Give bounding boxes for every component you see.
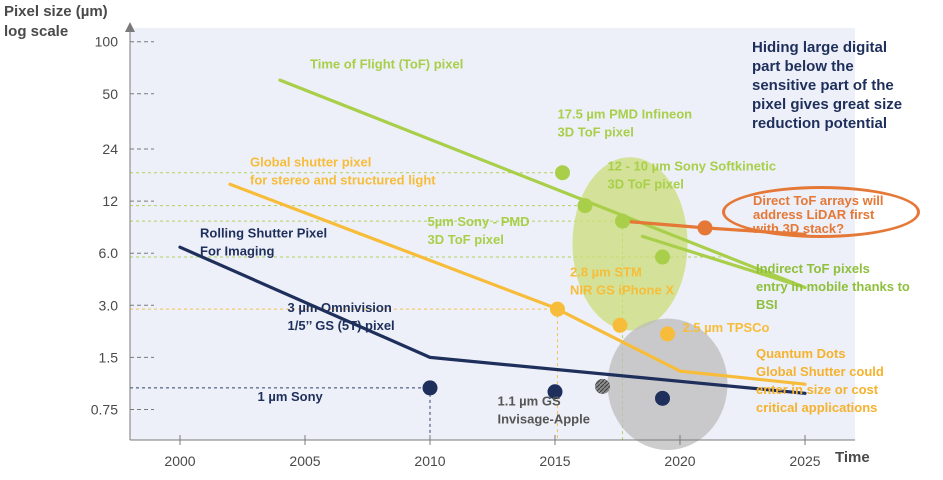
y-axis-title-line: log scale	[4, 23, 69, 40]
note-line: address LiDAR first	[753, 207, 875, 222]
annotation-pmd_infineon: 17.5 µm PMD Infineon 3D ToF pixel	[558, 107, 693, 140]
data-point	[595, 378, 610, 394]
note-direct-tof: Direct ToF arrays will address LiDAR fir…	[722, 186, 920, 238]
y-tick-label: 100	[95, 34, 119, 50]
y-axis-title: Pixel size (µm) log scale	[4, 2, 108, 42]
annotation-global_shutter: Global shutter pixel for stereo and struc…	[250, 155, 436, 188]
series-line-tof_main	[278, 78, 807, 290]
data-point	[422, 380, 438, 396]
data-point	[697, 220, 713, 236]
note-line: Quantum Dots	[756, 346, 846, 361]
data-point	[655, 390, 670, 406]
annotation-omnivision: 3 µm Omnivision 1/5’’ GS (5T) pixel	[288, 300, 395, 333]
note-line: part below the	[752, 58, 854, 75]
data-point	[615, 213, 630, 229]
annotation-line: NIR GS iPhone X	[570, 283, 674, 298]
x-tick-label: 2000	[164, 453, 195, 469]
data-point	[577, 198, 593, 214]
y-tick-label: 6.0	[99, 245, 119, 261]
series-line-global_shutter	[228, 182, 807, 386]
annotation-line: 3D ToF pixel	[608, 177, 684, 192]
annotation-sony_pmd: 5µm Sony - PMD 3D ToF pixel	[428, 214, 530, 247]
note-line: Global Shutter could	[756, 364, 884, 379]
y-tick-label: 24	[102, 141, 118, 157]
y-tick-label: 1.5	[99, 349, 119, 365]
annotation-sony_1um: 1 µm Sony	[258, 389, 324, 404]
annotation-rolling_shutter: Rolling Shutter Pixel For Imaging	[200, 225, 327, 258]
y-tick-label: 12	[102, 193, 118, 209]
note-line: Direct ToF arrays will	[753, 193, 884, 208]
annotation-line: 1 µm Sony	[258, 389, 324, 404]
note-line: BSI	[756, 297, 778, 312]
y-tick-label: 0.75	[91, 402, 118, 418]
x-tick-label: 2005	[289, 453, 320, 469]
annotation-line: 3 µm Omnivision	[288, 300, 392, 315]
note-quantum-dots: Quantum Dots Global Shutter could enter …	[756, 345, 884, 417]
note-hiding-digital-part: Hiding large digital part below the sens…	[752, 38, 902, 133]
x-axis-title: Time	[835, 449, 870, 466]
x-tick-label: 2025	[789, 453, 820, 469]
annotation-line: 2.5 µm TPSCo	[683, 320, 770, 335]
y-tick-label: 3.0	[99, 297, 119, 313]
annotation-line: Global shutter pixel	[250, 155, 371, 170]
annotation-line: 17.5 µm PMD Infineon	[558, 107, 693, 122]
x-tick-label: 2010	[414, 453, 445, 469]
series-line-rolling_shutter	[178, 245, 807, 395]
note-line: entry in mobile thanks to	[756, 279, 910, 294]
plot-area	[130, 28, 855, 440]
annotation-line: Invisage-Apple	[498, 412, 590, 427]
data-point	[550, 301, 565, 317]
annotation-line: for stereo and structured light	[250, 173, 436, 188]
annotation-line: 3D ToF pixel	[428, 232, 504, 247]
note-line: pixel gives great size	[752, 96, 903, 113]
data-point	[612, 317, 628, 333]
note-line: reduction potential	[752, 115, 887, 132]
annotation-line: 2.8 µm STM	[570, 265, 642, 280]
y-axis-arrow	[125, 22, 135, 32]
data-point	[655, 249, 670, 265]
note-line: Indirect ToF pixels	[756, 261, 870, 276]
annotation-line: 1/5’’ GS (5T) pixel	[288, 318, 395, 333]
note-line: with 3D stack?	[753, 221, 845, 236]
annotation-tof: Time of Flight (ToF) pixel	[310, 57, 463, 72]
y-tick-label: 50	[102, 86, 118, 102]
annotation-tpsco: 2.5 µm TPSCo	[683, 320, 770, 335]
annotation-line: 1.1 µm GS	[498, 394, 561, 409]
data-point	[555, 165, 570, 181]
x-tick-label: 2020	[664, 453, 695, 469]
annotation-line: 12 - 10 µm Sony Softkinetic	[608, 159, 777, 174]
data-point	[547, 384, 563, 400]
annotation-invisage: 1.1 µm GS Invisage-Apple	[498, 394, 590, 427]
y-axis-title-line: Pixel size (µm)	[4, 3, 108, 20]
note-line: sensitive part of the	[752, 77, 894, 94]
annotation-line: For Imaging	[200, 243, 274, 258]
annotation-line: 5µm Sony - PMD	[428, 214, 530, 229]
x-tick-label: 2015	[539, 453, 570, 469]
annotation-sony_softkinetic: 12 - 10 µm Sony Softkinetic 3D ToF pixel	[608, 159, 777, 192]
note-line: Hiding large digital	[752, 39, 888, 56]
annotation-line: Time of Flight (ToF) pixel	[310, 57, 463, 72]
note-indirect-tof: Indirect ToF pixels entry in mobile than…	[756, 260, 910, 314]
annotation-line: 3D ToF pixel	[558, 125, 634, 140]
annotation-stm: 2.8 µm STM NIR GS iPhone X	[570, 265, 674, 298]
annotation-line: Rolling Shutter Pixel	[200, 225, 327, 240]
data-point	[660, 326, 675, 342]
note-line: enter in size or cost	[756, 382, 879, 397]
note-line: critical applications	[756, 400, 878, 415]
highlight-ellipse	[572, 157, 688, 331]
series-line-tof_indirect	[640, 234, 807, 290]
